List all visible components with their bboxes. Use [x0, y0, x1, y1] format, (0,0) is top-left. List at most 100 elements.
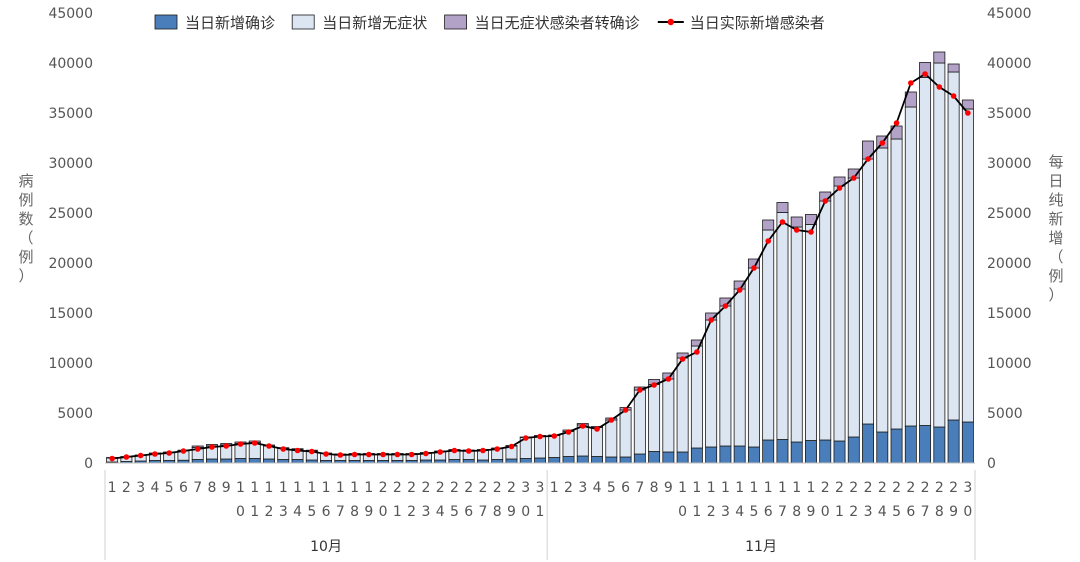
y-left-tick-label: 20000: [48, 256, 93, 272]
y-left-tick-label: 30000: [48, 156, 93, 172]
bar-segment-s0-35: [605, 456, 618, 464]
line-point-13: [294, 447, 301, 454]
x-tick-label-33: 3: [578, 480, 587, 496]
line-point-57: [922, 71, 928, 77]
bar-segment-s1-43: [719, 305, 732, 447]
line-point-4: [166, 450, 172, 456]
bar-segment-s1-49: [805, 224, 817, 441]
line-layer: [109, 71, 971, 462]
y-left-axis-title: 病例数（例）: [18, 172, 33, 285]
bar-segment-s0-34: [591, 456, 604, 464]
x-tick-label-38: 8: [650, 480, 659, 496]
bar-segment-s0-36: [619, 456, 632, 464]
bar-segment-s2-46: [762, 219, 775, 231]
line-point-26: [480, 447, 486, 454]
x-tick-label-1: 2: [122, 480, 131, 496]
line-point-0: [109, 455, 115, 462]
line-point-33: [579, 423, 586, 429]
line-point-37: [637, 387, 643, 393]
line-point-34: [594, 426, 600, 432]
legend-swatch-0: [154, 14, 178, 30]
y-right-tick-label: 20000: [987, 256, 1032, 272]
legend-label-3: 当日实际新增感染者: [690, 14, 825, 32]
bar-segment-s1-41: [690, 345, 703, 449]
line-point-53: [865, 156, 871, 162]
bar-segment-s0-8: [220, 458, 233, 464]
line-point-18: [366, 451, 372, 458]
bar-segment-s0-27: [491, 459, 504, 464]
bar-segment-s0-41: [690, 447, 703, 464]
bar-segment-s0-44: [733, 445, 746, 464]
bar-segment-s1-57: [919, 77, 932, 426]
bar-segment-s0-48: [790, 441, 803, 464]
bar-segment-s0-55: [890, 428, 903, 464]
bar-segment-s0-29: [519, 458, 532, 464]
bar-segment-s1-47: [776, 212, 789, 440]
line-point-21: [408, 451, 415, 458]
bar-segment-s2-58: [933, 51, 946, 64]
legend: 当日新增确诊 当日新增无症状 当日无症状感染者转确诊 当日实际新增感染者: [154, 14, 825, 32]
x-tick-label-37: 7: [635, 480, 644, 496]
line-point-44: [736, 287, 743, 293]
bar-segment-s1-40: [676, 357, 689, 453]
y-right-axis-title: 每日纯新增（例）: [1048, 153, 1063, 304]
bar-segment-s2-48: [790, 216, 803, 228]
bar-segment-s1-55: [890, 138, 903, 430]
bar-segment-s0-32: [562, 456, 575, 464]
bar-segment-s1-53: [862, 158, 874, 425]
y-left-tick-label: 35000: [48, 106, 93, 122]
y-right-tick-label: 45000: [987, 6, 1032, 22]
bar-segment-s1-33: [576, 424, 589, 457]
line-point-16: [337, 452, 344, 458]
line-point-14: [309, 448, 315, 455]
month-label-0: 10月: [310, 539, 342, 555]
y-left-tick-label: 15000: [48, 306, 93, 322]
bar-segment-s0-7: [205, 458, 218, 464]
bar-segment-s1-32: [562, 431, 575, 457]
bar-segment-s0-43: [719, 445, 732, 464]
y-right-tick-label: 30000: [987, 156, 1032, 172]
bar-segment-s0-9: [234, 458, 247, 464]
bar-segment-s0-42: [705, 446, 718, 464]
bar-segment-s0-39: [662, 451, 675, 464]
bar-segment-s1-48: [790, 226, 803, 443]
bar-segment-s1-36: [619, 409, 632, 458]
bar-segment-s0-59: [947, 419, 960, 464]
y-left-tick-label: 25000: [48, 206, 93, 222]
bar-segment-s1-34: [591, 427, 604, 457]
bar-segment-s0-50: [819, 439, 832, 464]
bar-segment-s1-59: [947, 71, 960, 421]
line-point-2: [137, 452, 144, 459]
bar-segment-s0-6: [191, 459, 204, 464]
line-point-17: [351, 451, 358, 458]
line-point-25: [465, 448, 472, 454]
bar-segment-s1-50: [819, 200, 832, 441]
bar-segment-s0-40: [676, 451, 689, 464]
bar-segment-s2-60: [961, 99, 974, 110]
y-right-tick-label: 35000: [987, 106, 1032, 122]
line-point-15: [323, 451, 329, 457]
line-point-19: [380, 451, 386, 458]
line-point-24: [451, 447, 458, 454]
bar-segment-s0-46: [762, 439, 775, 464]
y-left-tick-label: 5000: [57, 406, 93, 422]
x-tick-label-4: 5: [165, 480, 174, 496]
legend-marker-3: [667, 18, 674, 26]
legend-label-1: 当日新增无症状: [322, 14, 427, 32]
line-point-27: [494, 446, 501, 452]
line-point-41: [694, 349, 700, 355]
line-point-9: [237, 441, 244, 447]
